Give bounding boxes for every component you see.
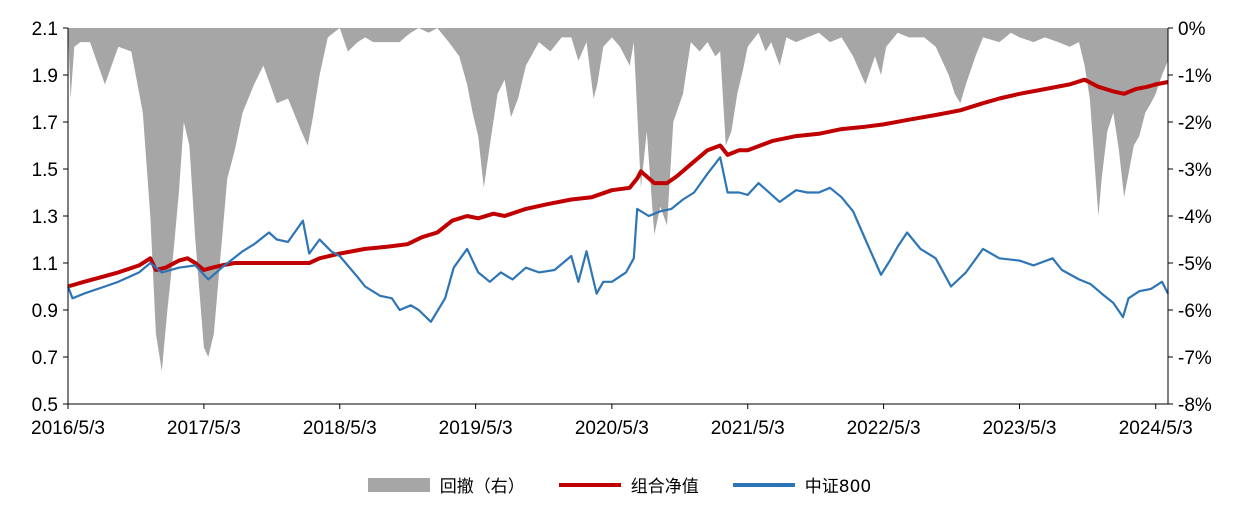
left-tick-label: 0.5 [32, 395, 58, 416]
right-tick-label: -1% [1178, 66, 1212, 87]
right-tick-label: -7% [1178, 348, 1212, 369]
axes-layer: 0.5 0.7 0.9 1.1 1.3 1.5 1.7 1.9 2.1 -8% -7% -6% -5% -… [31, 19, 1212, 439]
portfolio-nav-line [67, 77, 1169, 289]
x-tick-label: 2018/5/3 [303, 418, 377, 439]
legend-item-drawdown: 回撤（右） [367, 472, 525, 497]
legend-swatch-csi800 [732, 482, 795, 487]
legend-label-csi800: 中证800 [804, 477, 872, 497]
legend: 回撤（右） 组合净值 中证800 [0, 472, 1239, 497]
left-tick-label: 1.5 [32, 160, 58, 181]
csi800-line [66, 156, 1169, 323]
right-tick-label: -4% [1178, 207, 1212, 228]
x-tick-label: 2021/5/3 [711, 418, 785, 439]
right-tick-label: -3% [1178, 160, 1212, 181]
x-tick-label: 2016/5/3 [31, 418, 105, 439]
right-tick-label: -5% [1178, 254, 1212, 275]
legend-label-portfolio: 组合净值 [630, 477, 699, 497]
x-tick-label: 2019/5/3 [439, 418, 513, 439]
x-tick-label: 2022/5/3 [847, 418, 921, 439]
chart-canvas: 0.5 0.7 0.9 1.1 1.3 1.5 1.7 1.9 2.1 -8% -7% -6% -5% -… [31, 19, 1212, 439]
left-tick-label: 1.1 [32, 254, 58, 275]
legend-swatch-drawdown [367, 477, 430, 492]
legend-item-csi800: 中证800 [732, 472, 872, 497]
x-tick-label: 2024/5/3 [1119, 418, 1193, 439]
left-tick-label: 2.1 [32, 19, 58, 40]
x-tick-label: 2017/5/3 [167, 418, 241, 439]
x-tick-label: 2023/5/3 [982, 418, 1056, 439]
legend-item-portfolio: 组合净值 [558, 472, 699, 497]
right-tick-label: -8% [1178, 395, 1212, 416]
lines-layer [66, 77, 1169, 323]
x-tick-label: 2020/5/3 [575, 418, 649, 439]
left-tick-label: 1.9 [32, 66, 58, 87]
right-tick-label: -6% [1178, 301, 1212, 322]
left-tick-label: 0.7 [32, 348, 58, 369]
right-tick-label: -2% [1178, 113, 1212, 134]
legend-swatch-portfolio [558, 482, 621, 487]
right-tick-label: 0% [1178, 19, 1206, 40]
left-tick-label: 1.3 [32, 207, 58, 228]
legend-label-drawdown: 回撤（右） [439, 477, 525, 497]
left-tick-label: 1.7 [32, 113, 58, 134]
left-tick-label: 0.9 [32, 301, 58, 322]
drawdown-area [68, 28, 1168, 372]
drawdown-area-layer [68, 28, 1168, 372]
